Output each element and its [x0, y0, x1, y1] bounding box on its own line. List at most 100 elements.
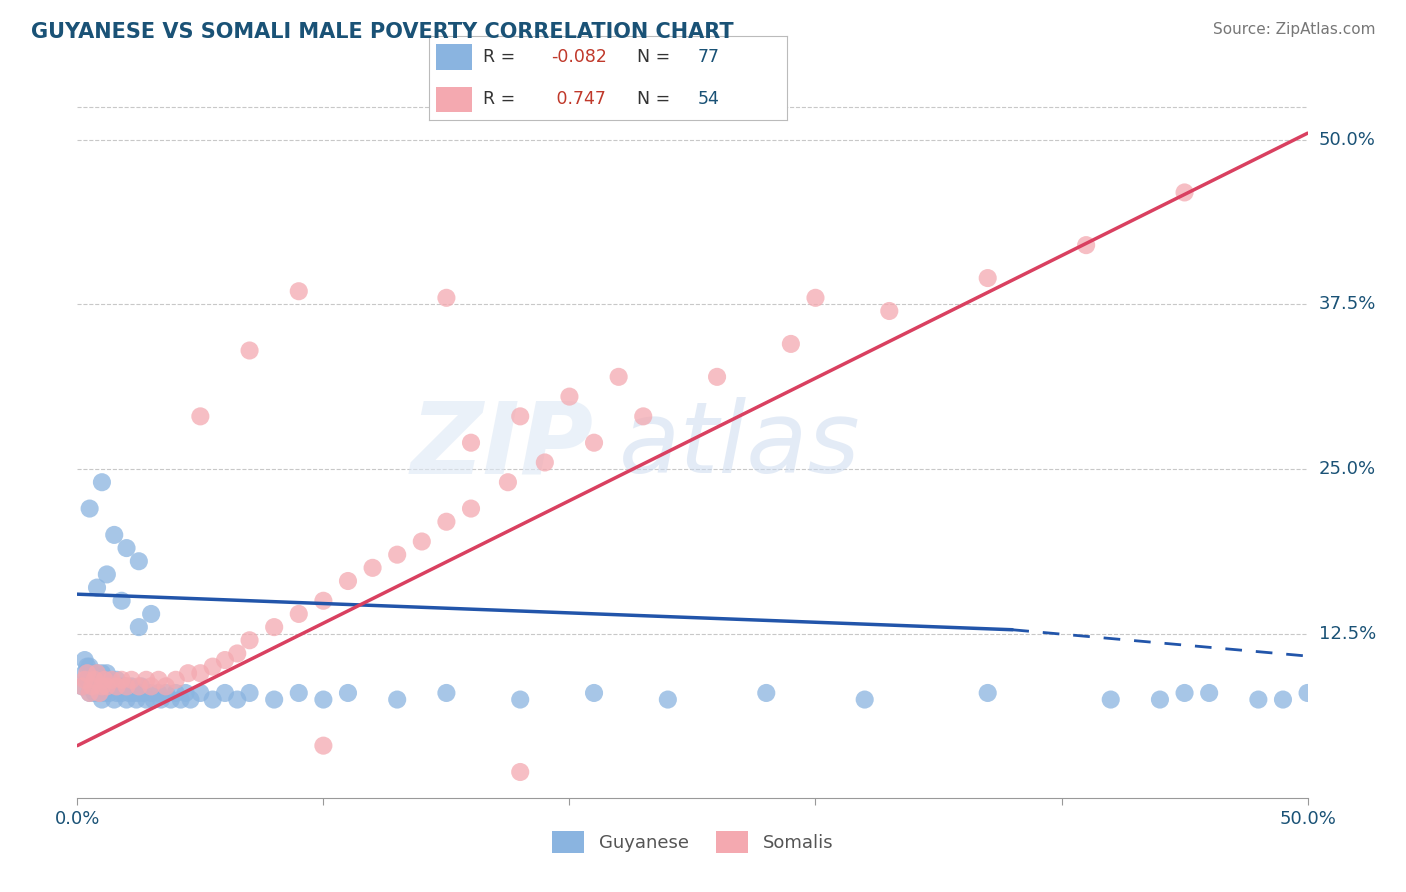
Point: [263, 692, 285, 706]
Text: 12.5%: 12.5%: [1319, 624, 1376, 643]
Point: [76, 673, 98, 687]
Point: [89, 686, 111, 700]
Point: [239, 633, 262, 648]
Point: [1099, 692, 1122, 706]
Point: [1076, 238, 1098, 252]
Point: [1247, 692, 1270, 706]
Point: [118, 686, 141, 700]
Point: [165, 673, 187, 687]
Point: [1272, 692, 1295, 706]
Point: [411, 534, 433, 549]
Point: [607, 369, 630, 384]
Text: 50.0%: 50.0%: [1319, 131, 1375, 149]
Point: [155, 686, 177, 700]
Point: [170, 692, 193, 706]
Point: [141, 607, 163, 621]
Point: [86, 581, 108, 595]
Point: [312, 739, 335, 753]
Point: [86, 666, 108, 681]
Point: [174, 686, 197, 700]
Text: 0.747: 0.747: [551, 90, 606, 108]
Text: Source: ZipAtlas.com: Source: ZipAtlas.com: [1212, 22, 1375, 37]
Point: [83, 673, 105, 687]
Point: [125, 692, 148, 706]
Point: [111, 594, 132, 608]
Point: [121, 679, 143, 693]
Point: [780, 337, 803, 351]
Point: [96, 567, 118, 582]
Point: [115, 541, 138, 555]
Point: [150, 692, 173, 706]
Point: [385, 548, 409, 562]
Point: [1174, 686, 1197, 700]
Point: [98, 686, 121, 700]
Point: [128, 679, 150, 693]
Point: [98, 673, 121, 687]
Point: [460, 501, 482, 516]
Point: [312, 594, 335, 608]
Point: [583, 686, 606, 700]
Point: [76, 659, 98, 673]
Point: [121, 673, 143, 687]
Point: [263, 620, 285, 634]
Point: [105, 686, 128, 700]
Point: [509, 764, 531, 779]
Point: [288, 686, 311, 700]
Point: [112, 679, 135, 693]
Point: [155, 679, 177, 693]
Text: ZIP: ZIP: [411, 398, 595, 494]
Point: [1174, 186, 1197, 200]
Point: [86, 679, 108, 693]
Point: [853, 692, 876, 706]
Point: [79, 686, 101, 700]
Point: [657, 692, 679, 706]
Point: [101, 673, 124, 687]
Point: [188, 686, 212, 700]
Point: [141, 686, 163, 700]
Point: [460, 435, 482, 450]
Point: [128, 620, 150, 634]
Text: -0.082: -0.082: [551, 48, 606, 66]
Point: [115, 692, 138, 706]
Text: 54: 54: [697, 90, 720, 108]
Point: [1149, 692, 1171, 706]
Point: [312, 692, 335, 706]
Point: [70, 679, 93, 693]
Legend: Guyanese, Somalis: Guyanese, Somalis: [544, 823, 841, 860]
Point: [93, 673, 115, 687]
Point: [111, 686, 132, 700]
Point: [142, 692, 165, 706]
Point: [70, 679, 93, 693]
Point: [83, 686, 105, 700]
Point: [288, 607, 311, 621]
Point: [93, 686, 115, 700]
Point: [90, 692, 114, 706]
Point: [436, 686, 458, 700]
Point: [79, 686, 101, 700]
Point: [804, 291, 827, 305]
Point: [82, 666, 104, 681]
Point: [188, 409, 212, 424]
Text: R =: R =: [482, 90, 515, 108]
Point: [108, 679, 131, 693]
Point: [103, 692, 125, 706]
Point: [226, 692, 249, 706]
Point: [165, 686, 187, 700]
Point: [90, 475, 114, 490]
Point: [534, 455, 557, 469]
Point: [105, 673, 128, 687]
Point: [977, 686, 1000, 700]
Point: [79, 501, 101, 516]
Point: [73, 673, 96, 687]
Point: [73, 666, 96, 681]
Point: [79, 659, 101, 673]
Point: [96, 666, 118, 681]
Point: [583, 435, 606, 450]
Point: [129, 679, 153, 693]
Point: [90, 679, 114, 693]
Point: [337, 686, 360, 700]
Point: [1296, 686, 1319, 700]
Point: [188, 666, 212, 681]
Point: [226, 647, 249, 661]
Point: [96, 679, 118, 693]
